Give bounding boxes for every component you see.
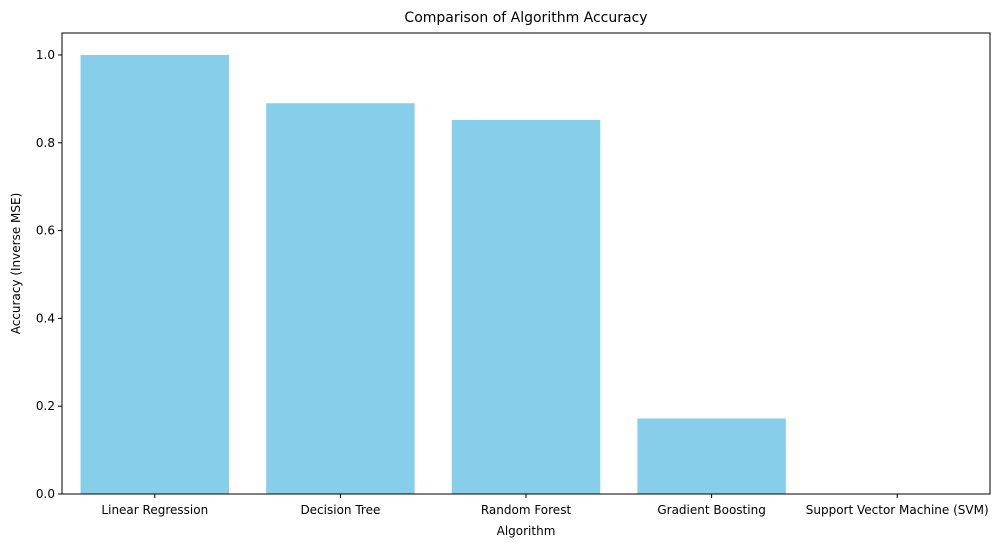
bar	[266, 103, 415, 494]
y-tick-label: 0.8	[36, 136, 55, 150]
x-tick-label: Support Vector Machine (SVM)	[806, 503, 989, 517]
x-tick-label: Random Forest	[481, 503, 572, 517]
x-tick-label: Decision Tree	[300, 503, 380, 517]
y-tick-label: 0.6	[36, 224, 55, 238]
x-axis-ticks: Linear Regression Decision Tree Random For…	[101, 494, 989, 517]
x-axis-title: Algorithm	[497, 524, 556, 538]
chart-title: Comparison of Algorithm Accuracy	[404, 10, 647, 26]
x-tick-label: Gradient Boosting	[657, 503, 765, 517]
y-axis-ticks: 0.0 0.2 0.4 0.6 0.8 1.0	[36, 48, 62, 501]
y-axis-title: Accuracy (Inverse MSE)	[9, 193, 23, 335]
plot-frame	[61, 32, 991, 495]
y-tick-label: 0.0	[36, 487, 55, 501]
y-tick-label: 0.4	[36, 311, 55, 325]
bars-group	[80, 54, 786, 494]
bar	[637, 418, 786, 494]
bar	[80, 54, 230, 494]
y-tick-label: 1.0	[36, 48, 55, 62]
x-tick-label: Linear Regression	[101, 503, 208, 517]
bar	[451, 119, 601, 494]
y-tick-label: 0.2	[36, 399, 55, 413]
